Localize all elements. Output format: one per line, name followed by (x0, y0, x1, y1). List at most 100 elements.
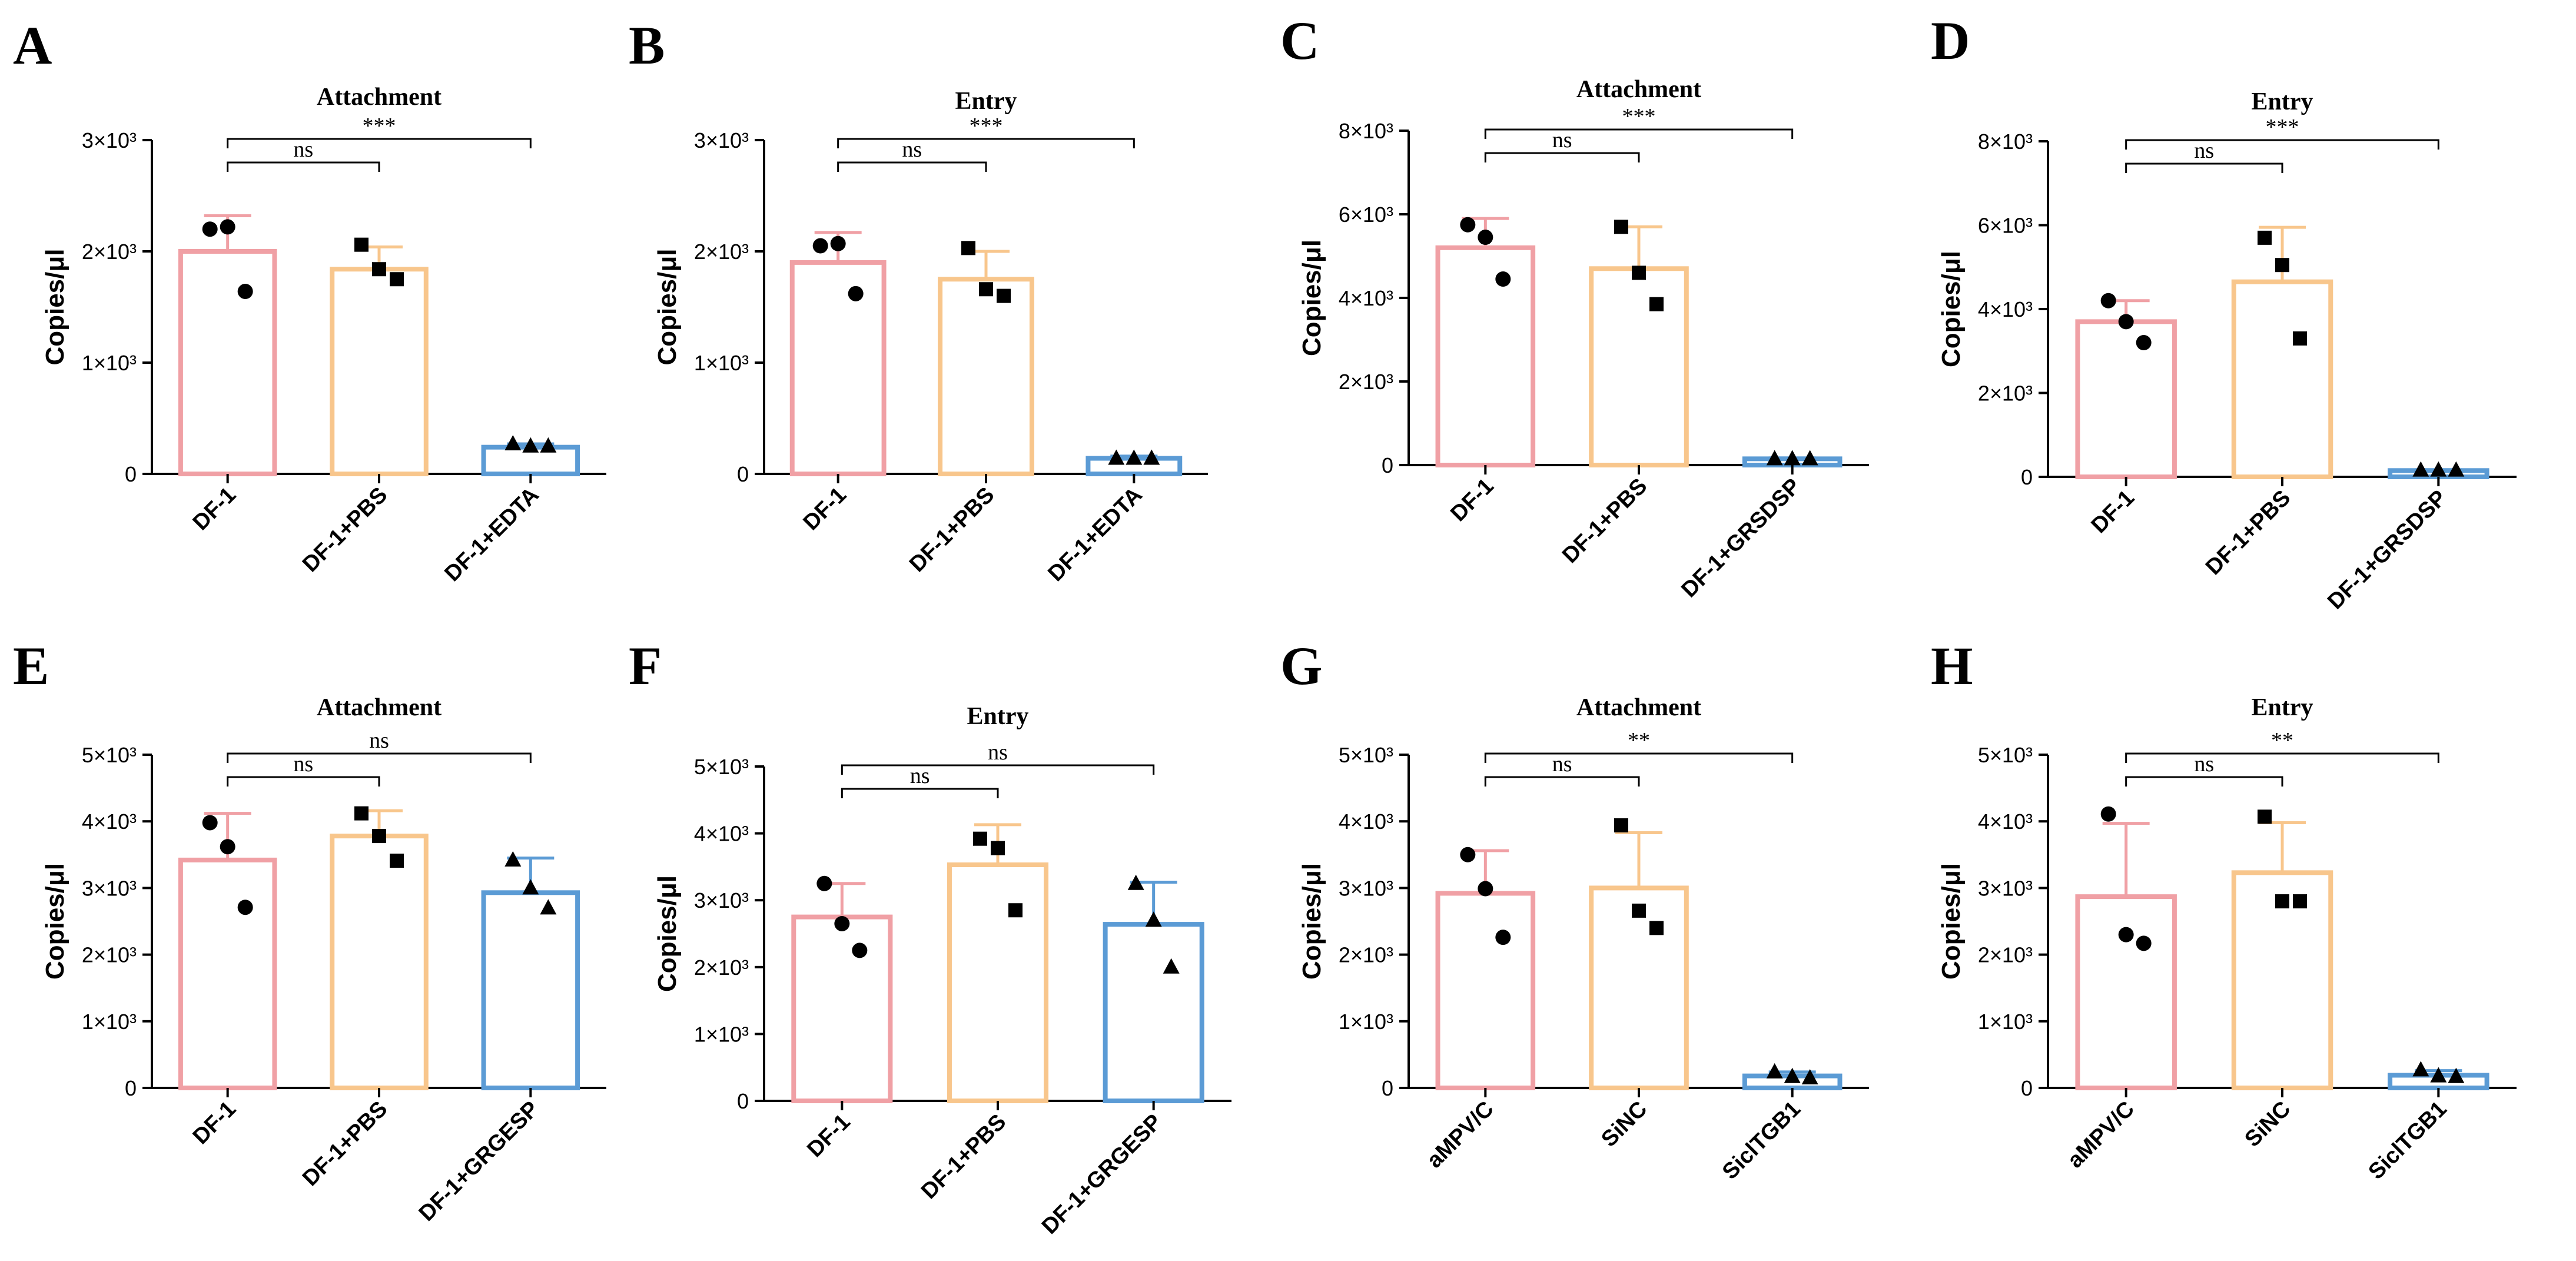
data-point-circle (1478, 881, 1493, 897)
significance-label: *** (970, 114, 1003, 138)
data-point-square (372, 262, 386, 277)
data-point-triangle (2412, 461, 2429, 477)
panel-letter: F (629, 636, 662, 696)
data-point-square (2258, 230, 2272, 245)
significance-bracket (841, 764, 1155, 775)
y-tick-label: 1×10³ (694, 1022, 749, 1046)
y-tick-label: 5×10³ (1978, 743, 2033, 767)
data-point-square (354, 237, 369, 252)
data-point-triangle (1801, 450, 1818, 466)
data-point-square (1649, 921, 1664, 935)
data-point-triangle (1108, 449, 1125, 465)
x-tick-label: DF-1+GRGESP (414, 1097, 544, 1226)
y-tick-label: 2×10³ (1339, 370, 1393, 394)
significance-label: *** (1622, 104, 1656, 129)
y-tick-label: 3×10³ (694, 128, 749, 152)
y-tick-label: 0 (125, 1076, 137, 1100)
data-point-circle (202, 221, 218, 237)
significance-label: ns (1552, 752, 1572, 776)
data-point-circle (2136, 335, 2152, 350)
significance-bracket (2125, 776, 2283, 787)
x-tick-label: aMPV/C (1422, 1097, 1499, 1173)
x-tick-label: SiNC (2240, 1097, 2295, 1152)
x-tick-label: aMPV/C (2063, 1097, 2139, 1173)
chart-title: Entry (2252, 88, 2313, 115)
data-point-square (354, 806, 369, 821)
bar-1 (791, 914, 893, 1103)
significance-bracket (2125, 139, 2439, 150)
panel-letter: H (1931, 636, 1973, 696)
data-point-triangle (1126, 449, 1143, 465)
significance-bracket (1484, 752, 1794, 763)
significance-label: ns (2194, 752, 2214, 776)
significance-bracket (1484, 152, 1640, 162)
data-point-triangle (2448, 1067, 2465, 1083)
data-point-circle (220, 839, 235, 855)
bar-2 (1589, 266, 1689, 467)
significance-label: ns (2194, 138, 2214, 163)
bar-1 (1435, 891, 1536, 1091)
significance-label: ns (369, 728, 389, 753)
data-point-square (979, 282, 993, 297)
bar-2 (2231, 279, 2333, 479)
bar-1 (789, 260, 887, 476)
y-tick-label: 0 (125, 462, 137, 486)
x-tick-label: DF-1 (188, 483, 241, 535)
data-point-circle (830, 235, 846, 251)
chart-panel-e: E Attachment 0 1×10³ 2×10³ 3×10³ 4×10³ 5×10³ Cop… (13, 636, 606, 1226)
data-point-circle (816, 875, 832, 891)
data-point-circle (2118, 314, 2134, 330)
y-axis-label: Copies/μl (41, 248, 69, 365)
data-point-triangle (504, 851, 522, 867)
x-tick-label: DF-1 (802, 1110, 855, 1162)
y-tick-label: 2×10³ (82, 943, 137, 967)
significance-bracket (227, 776, 380, 787)
bar-1 (2075, 894, 2177, 1090)
chart-panel-a: A Attachment 0 1×10³ 2×10³ 3×10³ Copies/μl DF-1… (13, 15, 606, 586)
data-point-triangle (2412, 1061, 2429, 1077)
y-tick-label: 4×10³ (1339, 809, 1393, 834)
y-tick-label: 2×10³ (1978, 381, 2033, 406)
x-tick-label: DF-1+PBS (298, 1097, 392, 1191)
y-tick-label: 4×10³ (82, 809, 137, 834)
significance-bracket (227, 752, 532, 763)
y-tick-label: 6×10³ (1339, 203, 1393, 227)
panel-letter: A (13, 15, 52, 75)
chart-panel-d: D Entry 0 2×10³ 4×10³ 6×10³ 8×10³ Copies/μl DF-1… (1931, 11, 2517, 614)
x-tick-label: SiclTGB1 (1718, 1097, 1805, 1184)
x-tick-label: DF-1+PBS (1558, 474, 1652, 568)
data-point-triangle (1143, 449, 1160, 465)
bar-2 (330, 267, 429, 476)
chart-title: Entry (967, 703, 1029, 730)
data-point-square (1614, 818, 1628, 832)
y-tick-label: 3×10³ (1978, 876, 2033, 900)
data-point-triangle (1145, 911, 1162, 927)
data-point-square (1649, 297, 1664, 311)
data-point-triangle (2430, 461, 2447, 477)
bar-3 (481, 890, 580, 1090)
data-point-triangle (1127, 874, 1144, 890)
y-tick-label: 1×10³ (1339, 1010, 1393, 1034)
data-point-square (372, 829, 386, 844)
data-point-circle (2100, 806, 2116, 822)
y-tick-label: 5×10³ (1339, 743, 1393, 767)
y-tick-label: 1×10³ (82, 351, 137, 375)
chart-title: Attachment (317, 84, 441, 111)
y-tick-label: 2×10³ (1978, 943, 2033, 967)
significance-bracket (227, 161, 380, 172)
data-point-square (1632, 903, 1646, 918)
data-point-square (2275, 258, 2289, 273)
chart-title: Attachment (1576, 76, 1701, 103)
x-tick-label: DF-1+EDTA (440, 483, 543, 586)
significance-bracket (837, 161, 987, 172)
data-point-triangle (1163, 958, 1180, 974)
significance-label: ns (293, 752, 313, 776)
y-axis-label: Copies/μl (41, 863, 69, 980)
x-tick-label: DF-1+EDTA (1043, 483, 1147, 586)
y-tick-label: 2×10³ (1339, 943, 1393, 967)
significance-bracket (837, 138, 1135, 148)
data-point-triangle (522, 437, 539, 453)
bar-1 (1435, 245, 1536, 467)
x-tick-label: DF-1+GRSDSP (1677, 474, 1805, 603)
panel-letter: E (13, 636, 49, 696)
